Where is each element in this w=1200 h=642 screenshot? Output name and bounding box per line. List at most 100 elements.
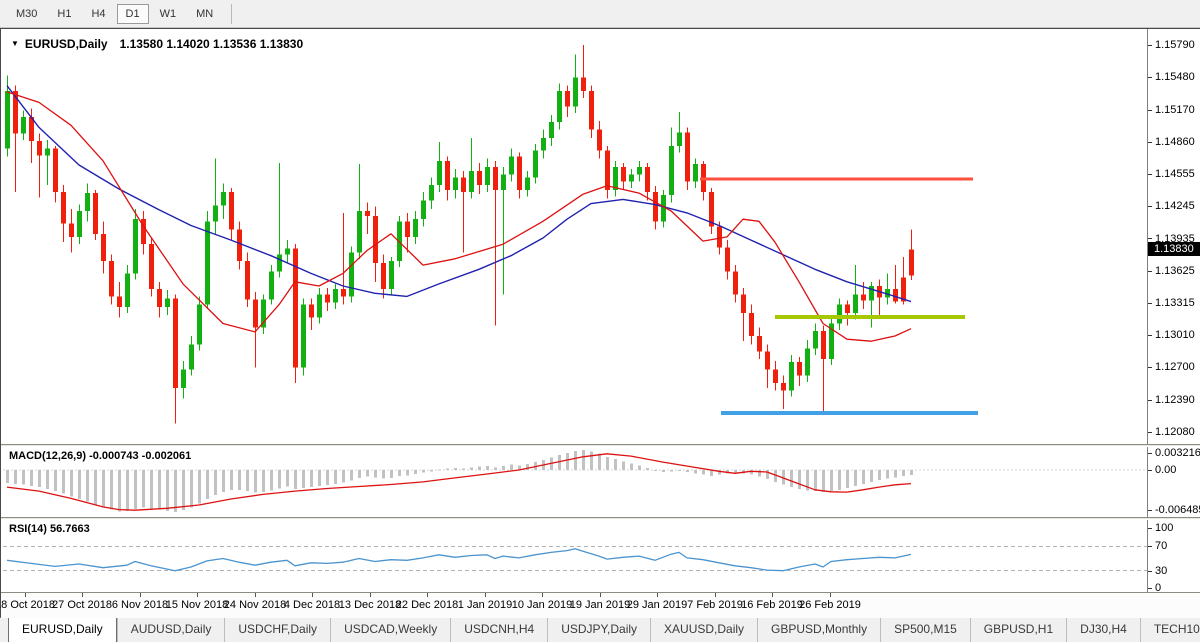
- chart-ohlc-values: 1.13580 1.14020 1.13536 1.13830: [119, 37, 304, 51]
- axis-tick-mark: [1148, 470, 1152, 471]
- date-tick-mark: [197, 593, 198, 597]
- date-tick-label: 19 Jan 2019: [569, 599, 631, 611]
- chart-tab-usdcnh-h4[interactable]: USDCNH,H4: [450, 618, 547, 642]
- price-axis[interactable]: 1.15790 1.15480 1.15170 1.14860 1.14555 1.142…: [1147, 29, 1200, 594]
- chart-tab-sp500-m15[interactable]: SP500,M15: [880, 618, 970, 642]
- axis-tick-mark: [1148, 571, 1152, 572]
- symbol-menu-icon[interactable]: ▼: [11, 39, 19, 48]
- price-tick-label: 1.13315: [1155, 297, 1195, 310]
- timeframe-button-mn[interactable]: MN: [196, 7, 214, 20]
- date-tick-label: 13 Dec 2018: [338, 599, 402, 611]
- date-tick-label: 24 Nov 2018: [223, 599, 287, 611]
- date-tick-mark: [600, 593, 601, 597]
- chart-tab-dj30-h4[interactable]: DJ30,H4: [1066, 618, 1140, 642]
- chart-tab-usdchf-daily[interactable]: USDCHF,Daily: [224, 618, 330, 642]
- axis-tick-mark: [1148, 110, 1152, 111]
- chart-tab-usdcad-weekly[interactable]: USDCAD,Weekly: [330, 618, 450, 642]
- date-axis[interactable]: 18 Oct 2018 27 Oct 2018 6 Nov 2018 15 Nov 2…: [0, 592, 1200, 618]
- price-tick-label: 1.13625: [1155, 264, 1195, 277]
- date-tick-mark: [542, 593, 543, 597]
- chart-title: ▼ EURUSD,Daily 1.13580 1.14020 1.13536 1.1…: [11, 37, 303, 51]
- chart-tab-xauusd-daily[interactable]: XAUUSD,Daily: [650, 618, 757, 642]
- price-tick-label: 1.14555: [1155, 167, 1195, 180]
- chart-tab-tech100-h[interactable]: TECH100,H: [1139, 618, 1200, 642]
- axis-tick-mark: [1148, 510, 1152, 511]
- axis-tick-mark: [1148, 271, 1152, 272]
- axis-tick-mark: [1148, 45, 1152, 46]
- axis-tick-mark: [1148, 453, 1152, 454]
- date-tick-label: 15 Nov 2018: [165, 599, 229, 611]
- date-tick-mark: [312, 593, 313, 597]
- date-tick-mark: [25, 593, 26, 597]
- rsi-tick-label: 70: [1155, 540, 1168, 553]
- chart-window: ▼ EURUSD,Daily 1.13580 1.14020 1.13536 1.1…: [0, 28, 1200, 618]
- price-tick-label: 1.12080: [1155, 426, 1195, 438]
- price-tick-label: 1.12390: [1155, 393, 1195, 406]
- price-chart-panel[interactable]: ▼ EURUSD,Daily 1.13580 1.14020 1.13536 1.1…: [3, 31, 1147, 444]
- axis-tick-mark: [1148, 546, 1152, 547]
- price-tick-label: 1.13935: [1155, 232, 1195, 245]
- date-tick-mark: [370, 593, 371, 597]
- panel-separator-macd[interactable]: [1, 444, 1200, 447]
- date-tick-mark: [715, 593, 716, 597]
- rsi-panel[interactable]: RSI(14) 56.7663: [3, 520, 1147, 595]
- chart-tab-gbpusd-h1[interactable]: GBPUSD,H1: [969, 618, 1066, 642]
- toolbar-separator: [231, 3, 233, 24]
- axis-tick-mark: [1148, 335, 1152, 336]
- date-tick-label: 1 Jan 2019: [457, 599, 513, 611]
- chart-tab-audusd-daily[interactable]: AUDUSD,Daily: [116, 618, 225, 642]
- price-tick-label: 1.15480: [1155, 71, 1195, 84]
- date-tick-label: 27 Oct 2018: [52, 599, 112, 611]
- axis-tick-mark: [1148, 400, 1152, 401]
- axis-tick-mark: [1148, 174, 1152, 175]
- axis-tick-mark: [1148, 77, 1152, 78]
- date-tick-mark: [772, 593, 773, 597]
- chart-symbol-period: EURUSD,Daily: [24, 37, 108, 51]
- rsi-tick-label: 0: [1155, 582, 1162, 594]
- panel-separator-rsi[interactable]: [1, 517, 1200, 520]
- timeframe-button-h1[interactable]: H1: [57, 7, 72, 20]
- timeframe-button-w1[interactable]: W1: [159, 7, 177, 20]
- axis-tick-mark: [1148, 528, 1152, 529]
- current-price-badge: 1.13830: [1148, 242, 1200, 256]
- macd-chart[interactable]: [3, 447, 1147, 517]
- macd-tick-label: -0.006485: [1155, 504, 1200, 516]
- price-tick-label: 1.15170: [1155, 103, 1195, 116]
- rsi-tick-label: 100: [1155, 522, 1174, 534]
- axis-tick-mark: [1148, 367, 1152, 368]
- date-tick-label: 18 Oct 2018: [0, 599, 55, 611]
- timeframe-toolbar: M30 H1 H4 D1 W1 MN: [0, 0, 1200, 28]
- date-tick-label: 29 Jan 2019: [626, 599, 688, 611]
- date-tick-label: 4 Dec 2018: [283, 599, 341, 611]
- date-tick-mark: [140, 593, 141, 597]
- macd-tick-label: 0.003216: [1155, 447, 1200, 459]
- macd-panel[interactable]: MACD(12,26,9) -0.000743 -0.002061: [3, 447, 1147, 517]
- macd-label: MACD(12,26,9) -0.000743 -0.002061: [9, 450, 192, 462]
- rsi-chart[interactable]: [3, 520, 1147, 595]
- date-tick-mark: [657, 593, 658, 597]
- date-tick-label: 22 Dec 2018: [395, 599, 459, 611]
- rsi-tick-label: 30: [1155, 564, 1168, 577]
- macd-tick-label: 0.00: [1155, 464, 1177, 476]
- timeframe-button-m30[interactable]: M30: [16, 7, 38, 20]
- date-tick-mark: [830, 593, 831, 597]
- price-tick-label: 1.15790: [1155, 39, 1195, 51]
- candlestick-chart[interactable]: [3, 31, 1147, 444]
- chart-tab-usdjpy-daily[interactable]: USDJPY,Daily: [547, 618, 650, 642]
- axis-tick-mark: [1148, 142, 1152, 143]
- axis-tick-mark: [1148, 206, 1152, 207]
- rsi-label: RSI(14) 56.7663: [9, 523, 90, 535]
- price-tick-label: 1.14245: [1155, 200, 1195, 213]
- chart-tab-gbpusd-monthly[interactable]: GBPUSD,Monthly: [757, 618, 880, 642]
- axis-tick-mark: [1148, 303, 1152, 304]
- timeframe-button-h4[interactable]: H4: [91, 7, 106, 20]
- date-tick-label: 26 Feb 2019: [799, 599, 861, 611]
- date-tick-label: 10 Jan 2019: [511, 599, 573, 611]
- timeframe-button-d1[interactable]: D1: [116, 3, 149, 24]
- chart-tab-eurusd-daily[interactable]: EURUSD,Daily: [8, 618, 117, 642]
- axis-tick-mark: [1148, 432, 1152, 433]
- date-tick-label: 6 Nov 2018: [111, 599, 169, 611]
- date-tick-label: 16 Feb 2019: [741, 599, 803, 611]
- axis-tick-mark: [1148, 238, 1152, 239]
